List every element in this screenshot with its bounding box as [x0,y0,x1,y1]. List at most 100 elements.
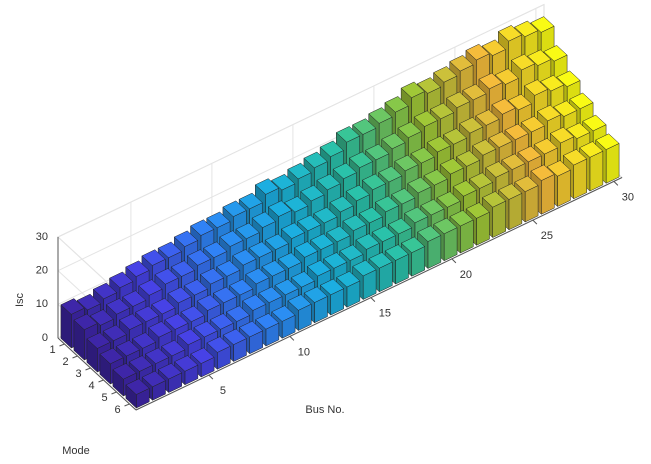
bar-top [277,252,302,269]
bar-top [125,378,150,395]
bar-top [530,164,555,181]
bar-top [562,149,588,166]
bar-top [199,268,225,285]
bar-top [497,25,523,42]
bar-top [523,79,549,96]
bar-top [73,313,98,331]
bar-top [446,91,471,109]
bar-top [510,53,536,71]
bar-top [355,233,380,250]
bar-top [416,77,442,94]
bar-top [76,293,101,311]
bar-top [514,20,539,38]
x-tick [370,297,376,302]
bar-top [329,195,354,213]
bar-top [465,202,490,219]
bar-top [157,241,182,259]
y-axis-label: Mode [62,445,90,457]
bar-top [135,305,160,323]
bar-top [271,305,296,322]
bar-top [170,260,195,277]
bar-top [449,209,474,227]
y-tick [111,391,117,395]
bar-top [336,270,361,288]
bar-top [225,305,251,322]
x-tick [208,374,214,380]
bar-top [384,244,409,261]
bar-top [387,217,413,235]
x-tick [451,258,457,264]
bar-top [439,158,464,175]
bar-top [316,173,341,191]
bar-top [472,139,497,156]
bar-top [319,278,345,296]
bar-top [371,225,396,243]
bar-top [297,214,322,232]
bar-top [595,133,620,150]
bar-top [164,313,189,330]
y-tick [85,367,91,371]
bar-top [274,278,299,296]
x-tick [532,219,538,225]
y-tick [98,379,104,383]
bar-top [280,222,306,239]
x-tick-label: 5 [220,385,226,397]
bar-top [433,66,458,83]
bar-top [261,260,286,277]
z-tick-label: 20 [36,265,48,277]
bar-top [400,236,426,254]
bar-top [465,43,490,61]
bar-top [271,173,296,191]
bar-top [546,160,571,177]
bar-top [112,363,137,380]
bar-top [527,49,552,66]
bar-top [161,339,186,357]
bar-top [245,267,270,285]
bar-front [541,174,555,215]
bar-top [180,305,205,323]
bar-top [345,184,370,202]
bar-top [352,259,377,277]
bar-top [579,141,604,158]
bar-top [258,286,283,304]
bar-top [290,271,315,288]
grid-line [57,4,545,238]
bar-top [533,138,558,155]
y-tick-label: 1 [49,344,55,356]
bar-top [481,191,507,208]
bar-top [381,132,406,150]
bar-top [99,347,124,365]
bar-top [206,211,231,229]
bar-top [222,200,247,217]
bar-top [193,320,218,338]
y-tick-label: 6 [114,404,120,416]
bar-top [374,195,400,213]
bar-top [491,98,516,115]
bar-top [426,135,451,153]
bar-top [459,117,484,134]
bar-top [339,244,364,261]
bar-top [254,178,280,195]
bar-top [264,233,289,251]
y-tick [59,343,65,347]
x-tick-label: 15 [379,308,391,320]
bar-top [391,188,416,205]
bar-top [177,328,202,346]
bar-top [235,222,260,240]
bar-top [384,96,409,113]
bar-top [488,131,513,148]
bar-top [238,320,264,338]
bar-top [517,145,542,163]
bar-top [530,16,555,33]
bar-top [485,161,510,178]
bar-top [352,118,377,135]
bar-top [417,225,442,242]
bar-top [368,107,393,124]
bar-top [144,347,170,364]
bar-top [323,252,348,269]
bar-top [102,324,127,342]
x-axis-label: Bus No. [305,404,344,416]
bar-top [128,355,153,372]
bar-top [125,260,150,277]
